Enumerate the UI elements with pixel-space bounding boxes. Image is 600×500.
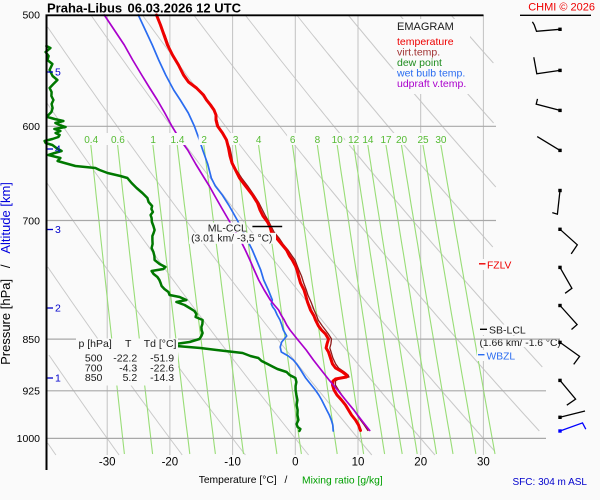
svg-text:p [hPa]: p [hPa] [79, 338, 112, 350]
svg-text:-51.9: -51.9 [150, 353, 174, 365]
svg-text:1: 1 [150, 135, 156, 146]
svg-text:25: 25 [417, 135, 429, 146]
svg-text:2: 2 [55, 303, 61, 315]
svg-text:1: 1 [55, 373, 61, 385]
svg-text:/: / [285, 475, 288, 486]
svg-text:30: 30 [477, 457, 490, 469]
svg-text:Temperature [°C]: Temperature [°C] [199, 475, 277, 486]
svg-text:925: 925 [22, 386, 40, 398]
svg-text:virt.temp.: virt.temp. [397, 47, 440, 59]
svg-text:Pressure [hPa] / Altitude: Pressure [hPa] / Altitude [km] [0, 182, 13, 365]
svg-text:T: T [125, 338, 132, 350]
svg-text:2: 2 [201, 135, 207, 146]
svg-text:17: 17 [380, 135, 392, 146]
svg-text:0: 0 [292, 457, 298, 469]
svg-text:500: 500 [22, 10, 40, 22]
svg-text:10: 10 [332, 135, 344, 146]
svg-text:500: 500 [85, 353, 103, 365]
svg-text:ML-CCL: ML-CCL [208, 222, 247, 234]
svg-text:Mixing ratio [g/kg]: Mixing ratio [g/kg] [302, 476, 383, 487]
svg-text:5.2: 5.2 [123, 372, 138, 384]
svg-text:0.4: 0.4 [84, 135, 98, 146]
svg-text:(1.66 km/ -1.6 °C): (1.66 km/ -1.6 °C) [480, 338, 561, 349]
svg-text:4: 4 [256, 135, 262, 146]
svg-text:-20: -20 [162, 457, 179, 469]
svg-text:-4.3: -4.3 [119, 362, 137, 374]
svg-text:20: 20 [396, 135, 408, 146]
svg-text:4: 4 [55, 144, 61, 156]
svg-text:-22.6: -22.6 [150, 362, 174, 374]
svg-text:06.03.2026 12 UTC: 06.03.2026 12 UTC [128, 1, 242, 16]
svg-text:-14.3: -14.3 [150, 372, 174, 384]
svg-text:0.6: 0.6 [111, 135, 125, 146]
svg-text:CHMI © 2026: CHMI © 2026 [528, 1, 595, 13]
svg-text:20: 20 [414, 457, 427, 469]
svg-text:700: 700 [22, 215, 40, 227]
svg-text:700: 700 [85, 362, 103, 374]
svg-text:3: 3 [55, 224, 61, 236]
svg-text:10: 10 [352, 457, 365, 469]
svg-text:Td [°C]: Td [°C] [144, 338, 177, 350]
svg-text:udpraft v.temp.: udpraft v.temp. [397, 78, 466, 90]
svg-text:850: 850 [22, 334, 40, 346]
svg-text:-22.2: -22.2 [113, 353, 137, 365]
svg-text:-30: -30 [99, 457, 116, 469]
svg-text:14: 14 [362, 135, 374, 146]
svg-text:dew point: dew point [397, 57, 442, 69]
svg-text:SFC: 304 m ASL: SFC: 304 m ASL [513, 477, 588, 488]
svg-text:FZLV: FZLV [487, 260, 512, 271]
svg-text:1.4: 1.4 [171, 135, 185, 146]
svg-text:12: 12 [348, 135, 360, 146]
svg-text:5: 5 [55, 67, 61, 79]
svg-text:600: 600 [22, 121, 40, 133]
svg-text:-10: -10 [224, 457, 241, 469]
svg-text:temperature: temperature [397, 36, 454, 48]
svg-text:6: 6 [290, 135, 296, 146]
svg-text:850: 850 [85, 372, 103, 384]
svg-text:Praha-Libus: Praha-Libus [47, 1, 122, 16]
svg-text:SB-LCL: SB-LCL [489, 325, 526, 337]
svg-text:8: 8 [315, 135, 321, 146]
svg-text:WBZL: WBZL [487, 351, 516, 362]
svg-text:(3.01 km/ -3,5 °C): (3.01 km/ -3,5 °C) [191, 234, 272, 245]
svg-text:3: 3 [233, 135, 239, 146]
svg-text:EMAGRAM: EMAGRAM [397, 21, 454, 33]
svg-text:wet bulb temp.: wet bulb temp. [396, 67, 465, 79]
svg-text:30: 30 [435, 135, 447, 146]
svg-text:1000: 1000 [17, 433, 41, 445]
